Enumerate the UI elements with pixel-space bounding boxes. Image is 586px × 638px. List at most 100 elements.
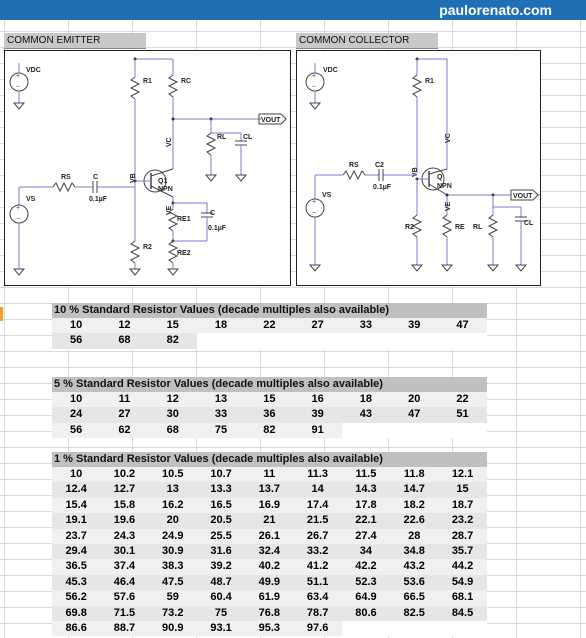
table-cell: 15	[456, 483, 469, 496]
ce-vdc-label: VDC	[26, 67, 41, 74]
table-cell: 12.7	[113, 483, 136, 496]
table-cell: 69.8	[65, 606, 87, 619]
table-cell: 10.7	[210, 468, 232, 480]
cc-c2-value: 0.1µF	[373, 184, 392, 191]
table-cell: 91	[311, 423, 324, 436]
svg-text:+: +	[312, 73, 316, 80]
ce-r2-label: R2	[143, 244, 152, 251]
table-cell: 19.1	[65, 514, 87, 527]
table-cell: 24.9	[162, 529, 184, 542]
table-1-percent: 1 % Standard Resistor Values (decade mul…	[52, 452, 487, 637]
table-cell: 12	[118, 319, 131, 331]
table-body: 10 11 12 13 15 16 18 20 22 24 27 30 33 36 39 43 47 51 56 62…	[52, 392, 487, 439]
ce-bypass-c-value: 0.1µF	[208, 225, 227, 232]
table-cell: 47	[456, 319, 469, 331]
table-cell: 11.8	[403, 468, 425, 480]
table-cell: 71.5	[113, 606, 136, 619]
table-cell: 37.4	[113, 560, 136, 573]
table-cell: 21	[263, 514, 276, 527]
empty-cell	[293, 333, 342, 349]
table-cell: 16.5	[210, 498, 232, 511]
table-cell: 27	[118, 408, 131, 421]
table-row: 45.3 46.4 47.5 48.7 49.9 51.1 52.3 53.6 54.9	[52, 574, 487, 591]
table-cell: 26.7	[306, 529, 329, 542]
table-cell: 30.1	[113, 544, 136, 557]
table-cell: 22.1	[355, 514, 377, 527]
table-cell: 95.3	[258, 621, 281, 634]
table-cell: 35.7	[451, 544, 474, 557]
table-cell: 39	[311, 408, 324, 421]
ce-re2-label: RE2	[177, 250, 191, 257]
table-cell: 64.9	[355, 591, 377, 604]
table-cell: 14.3	[355, 483, 377, 496]
table-cell: 44.2	[451, 560, 474, 573]
empty-cell	[390, 422, 439, 439]
table-cell: 10	[70, 468, 83, 480]
table-cell: 47.5	[162, 575, 184, 588]
table-cell: 25.5	[210, 529, 232, 542]
table-cell: 22.6	[403, 514, 425, 527]
table-cell: 36.5	[65, 560, 87, 573]
table-cell: 61.9	[258, 591, 281, 604]
table-cell: 20	[166, 514, 179, 527]
ce-circuit-svg: + − VDC R1 RC VOUT RL CL VC Q1 NPN VB	[9, 57, 287, 276]
cc-circuit-svg: + − VDC R1 VC Q NPN VB RS C2 0.1µF + − V…	[305, 57, 543, 272]
table-row: 10 10.2 10.5 10.7 11 11.3 11.5 11.8 12.1	[52, 467, 487, 482]
cc-vb-label: VB	[412, 167, 419, 177]
table-cell: 15.8	[113, 498, 136, 511]
table-cell: 56.2	[65, 591, 87, 604]
ce-rs-label: RS	[61, 174, 71, 181]
cc-rl-label: RL	[473, 224, 483, 231]
table-cell: 33	[214, 408, 228, 421]
table-title: 10 % Standard Resistor Values (decade mu…	[52, 303, 487, 318]
table-row: 56.2 57.6 59 60.4 61.9 63.4 64.9 66.5 68.1	[52, 590, 487, 605]
table-cell: 14	[311, 483, 324, 496]
table-cell: 16	[311, 393, 324, 405]
table-cell: 24	[70, 408, 83, 421]
table-row: 69.8 71.5 73.2 75 76.8 78.7 80.6 82.5 84.5	[52, 605, 487, 621]
table-cell: 15	[263, 393, 276, 405]
table-row: 24 27 30 33 36 39 43 47 51	[52, 407, 487, 423]
table-cell: 11	[118, 393, 131, 405]
empty-cell	[438, 620, 487, 637]
table-10-percent: 10 % Standard Resistor Values (decade mu…	[52, 303, 487, 349]
table-cell: 33.2	[306, 544, 329, 557]
table-cell: 41.2	[306, 560, 329, 573]
table-cell: 82	[166, 334, 179, 347]
table-cell: 75	[214, 423, 228, 436]
svg-text:+: +	[16, 205, 20, 212]
table-cell: 18	[214, 319, 228, 331]
table-row: 29.4 30.1 30.9 31.6 32.4 33.2 34 34.8 35.7	[52, 543, 487, 560]
table-cell: 17.4	[306, 498, 329, 511]
cc-vout-label: VOUT	[513, 193, 533, 200]
empty-cell	[341, 620, 391, 637]
cc-r1-label: R1	[425, 78, 434, 85]
table-title: 1 % Standard Resistor Values (decade mul…	[52, 452, 487, 467]
table-cell: 28.7	[451, 529, 474, 542]
table-cell: 40.2	[258, 560, 281, 573]
common-collector-label: COMMON COLLECTOR	[296, 33, 438, 49]
common-emitter-schematic: + − VDC R1 RC VOUT RL CL VC Q1 NPN VB	[4, 50, 291, 286]
table-cell: 93.1	[210, 621, 232, 634]
ce-bypass-c-label: C	[210, 210, 215, 217]
table-row: 15.4 15.8 16.2 16.5 16.9 17.4 17.8 18.2 18.7	[52, 498, 487, 513]
empty-cell	[390, 333, 439, 349]
cc-rs-label: RS	[349, 162, 359, 169]
ce-rc-label: RC	[181, 78, 191, 85]
svg-text:+: +	[312, 199, 316, 206]
table-cell: 11.3	[307, 468, 329, 480]
table-cell: 20	[408, 393, 421, 405]
table-cell: 75	[214, 606, 228, 619]
table-cell: 21.5	[306, 514, 329, 527]
empty-cell	[438, 333, 487, 349]
ce-c-value: 0.1µF	[89, 196, 108, 203]
table-row: 19.1 19.6 20 20.5 21 21.5 22.1 22.6 23.2	[52, 513, 487, 529]
table-cell: 23.7	[65, 529, 87, 542]
table-cell: 30.9	[162, 544, 184, 557]
table-cell: 54.9	[451, 575, 474, 588]
table-cell: 15.4	[65, 498, 87, 511]
table-cell: 24.3	[113, 529, 136, 542]
table-cell: 16.2	[162, 498, 184, 511]
table-cell: 10	[70, 393, 83, 405]
table-cell: 19.6	[113, 514, 136, 527]
